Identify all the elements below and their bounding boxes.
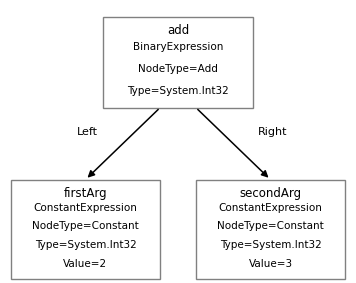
Text: add: add (167, 24, 189, 37)
Bar (103, 17, 253, 108)
Text: ConstantExpression: ConstantExpression (219, 203, 323, 213)
Text: Right: Right (258, 127, 288, 137)
Text: Value=2: Value=2 (63, 259, 108, 269)
Text: Type=System.Int32: Type=System.Int32 (127, 86, 229, 96)
Text: NodeType=Add: NodeType=Add (138, 64, 218, 74)
Text: Type=System.Int32: Type=System.Int32 (35, 240, 136, 250)
Bar (196, 180, 345, 279)
Text: firstArg: firstArg (64, 187, 107, 200)
Bar (11, 180, 160, 279)
Text: NodeType=Constant: NodeType=Constant (217, 221, 324, 231)
Text: BinaryExpression: BinaryExpression (133, 42, 223, 52)
Text: Value=3: Value=3 (248, 259, 293, 269)
Text: Left: Left (77, 127, 98, 137)
Text: ConstantExpression: ConstantExpression (33, 203, 137, 213)
Text: Type=System.Int32: Type=System.Int32 (220, 240, 321, 250)
Text: secondArg: secondArg (240, 187, 302, 200)
Text: NodeType=Constant: NodeType=Constant (32, 221, 139, 231)
